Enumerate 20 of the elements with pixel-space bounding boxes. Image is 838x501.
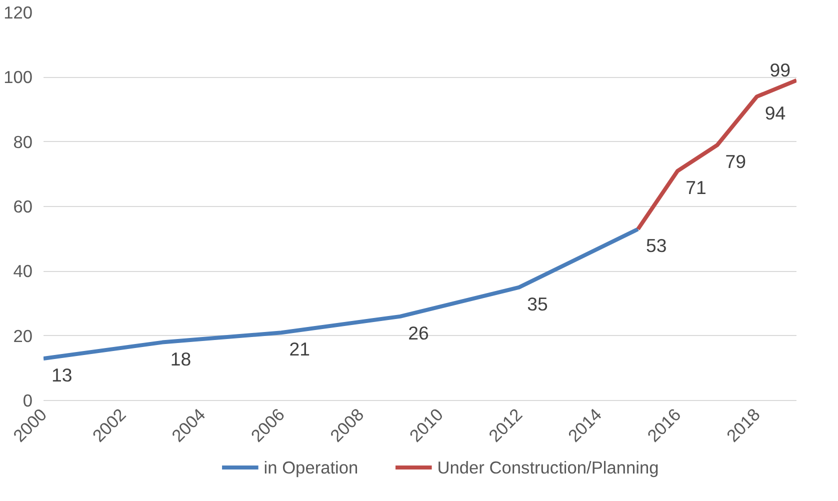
legend-label: in Operation [264, 458, 358, 478]
data-label: 26 [408, 322, 429, 344]
y-tick-label: 20 [13, 326, 33, 346]
data-label: 21 [289, 338, 310, 360]
y-tick-label: 120 [4, 2, 33, 22]
data-label: 53 [646, 235, 667, 256]
data-label: 99 [770, 59, 791, 80]
data-label: 94 [764, 102, 786, 124]
y-tick-label: 40 [13, 261, 33, 282]
data-label: 79 [725, 151, 746, 172]
data-label: 18 [170, 348, 192, 370]
y-tick-label: 60 [13, 196, 33, 216]
y-tick-label: 80 [13, 132, 33, 152]
data-label: 13 [52, 364, 72, 386]
data-label: 71 [686, 176, 706, 198]
legend-label: Under Construction/Planning [437, 458, 659, 478]
line-series [636, 78, 796, 232]
data-label: 35 [527, 293, 548, 314]
y-tick-label: 100 [4, 67, 33, 88]
y-tick-label: 0 [22, 390, 33, 410]
